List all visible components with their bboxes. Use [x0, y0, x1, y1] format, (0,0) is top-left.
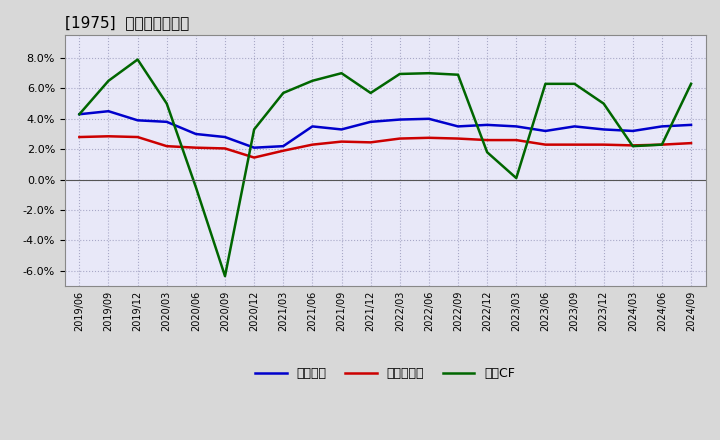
経常利益	[104, 109, 113, 114]
営業CF	[75, 112, 84, 117]
営業CF	[687, 81, 696, 87]
経常利益	[425, 116, 433, 121]
営業CF	[308, 78, 317, 84]
営業CF	[250, 127, 258, 132]
経常利益	[483, 122, 492, 128]
当期純利益	[366, 140, 375, 145]
経常利益	[512, 124, 521, 129]
当期純利益	[483, 137, 492, 143]
Text: [1975]  マージンの推移: [1975] マージンの推移	[65, 15, 189, 30]
営業CF	[454, 72, 462, 77]
当期純利益	[541, 142, 550, 147]
営業CF	[570, 81, 579, 87]
当期純利益	[75, 134, 84, 139]
営業CF	[220, 274, 229, 279]
経常利益	[279, 143, 287, 149]
当期純利益	[163, 143, 171, 149]
当期純利益	[104, 134, 113, 139]
営業CF	[395, 71, 404, 77]
当期純利益	[599, 142, 608, 147]
Line: 当期純利益: 当期純利益	[79, 136, 691, 158]
営業CF	[657, 142, 666, 147]
当期純利益	[133, 134, 142, 139]
営業CF	[104, 78, 113, 84]
当期純利益	[425, 135, 433, 140]
営業CF	[163, 101, 171, 106]
経常利益	[337, 127, 346, 132]
営業CF	[133, 57, 142, 62]
当期純利益	[395, 136, 404, 141]
当期純利益	[192, 145, 200, 150]
経常利益	[599, 127, 608, 132]
Line: 営業CF: 営業CF	[79, 59, 691, 276]
経常利益	[163, 119, 171, 125]
当期純利益	[337, 139, 346, 144]
営業CF	[512, 176, 521, 181]
経常利益	[220, 134, 229, 139]
経常利益	[133, 117, 142, 123]
営業CF	[337, 70, 346, 76]
経常利益	[657, 124, 666, 129]
経常利益	[192, 132, 200, 137]
経常利益	[541, 128, 550, 134]
当期純利益	[512, 137, 521, 143]
経常利益	[454, 124, 462, 129]
営業CF	[366, 90, 375, 95]
当期純利益	[687, 140, 696, 146]
経常利益	[629, 128, 637, 134]
営業CF	[425, 70, 433, 76]
Legend: 経常利益, 当期純利益, 営業CF: 経常利益, 当期純利益, 営業CF	[251, 362, 520, 385]
経常利益	[308, 124, 317, 129]
当期純利益	[308, 142, 317, 147]
経常利益	[75, 112, 84, 117]
当期純利益	[629, 143, 637, 148]
営業CF	[599, 101, 608, 106]
経常利益	[570, 124, 579, 129]
当期純利益	[454, 136, 462, 141]
Line: 経常利益: 経常利益	[79, 111, 691, 148]
営業CF	[483, 150, 492, 155]
当期純利益	[279, 148, 287, 154]
経常利益	[366, 119, 375, 125]
営業CF	[541, 81, 550, 87]
当期純利益	[570, 142, 579, 147]
経常利益	[395, 117, 404, 122]
当期純利益	[657, 142, 666, 147]
当期純利益	[250, 155, 258, 160]
経常利益	[687, 122, 696, 128]
当期純利益	[220, 146, 229, 151]
営業CF	[279, 90, 287, 95]
営業CF	[192, 184, 200, 190]
営業CF	[629, 143, 637, 149]
経常利益	[250, 145, 258, 150]
